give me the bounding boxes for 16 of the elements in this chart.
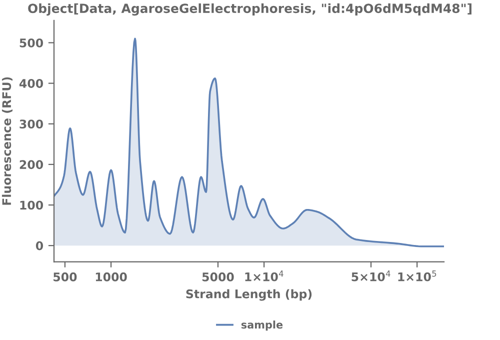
x-tick-label: 500 [54,272,77,282]
legend-label: sample [241,320,283,331]
y-tick-label: 500 [20,38,44,48]
y-tick-label: 100 [20,200,44,210]
y-tick-label: 0 [36,241,44,250]
chart-title: Object[Data, AgaroseGelElectrophoresis, "id:4pO6dM5qdM48"] [28,3,472,16]
x-tick-label: 5×10$^{4}$ [352,270,390,282]
y-axis-title: Fluorescence (RFU) [2,77,12,205]
y-tick-label: 300 [20,120,44,129]
x-tick-label: 1000 [96,272,127,282]
y-tick-label: 400 [19,79,44,88]
y-tick-label: 200 [20,160,44,170]
x-axis-title: Strand Length (bp) [186,289,312,301]
x-tick-label: 5000 [202,272,234,282]
x-tick-label: 1×10$^{5}$ [398,270,436,282]
x-tick-label: 1×10$^{4}$ [245,270,284,282]
